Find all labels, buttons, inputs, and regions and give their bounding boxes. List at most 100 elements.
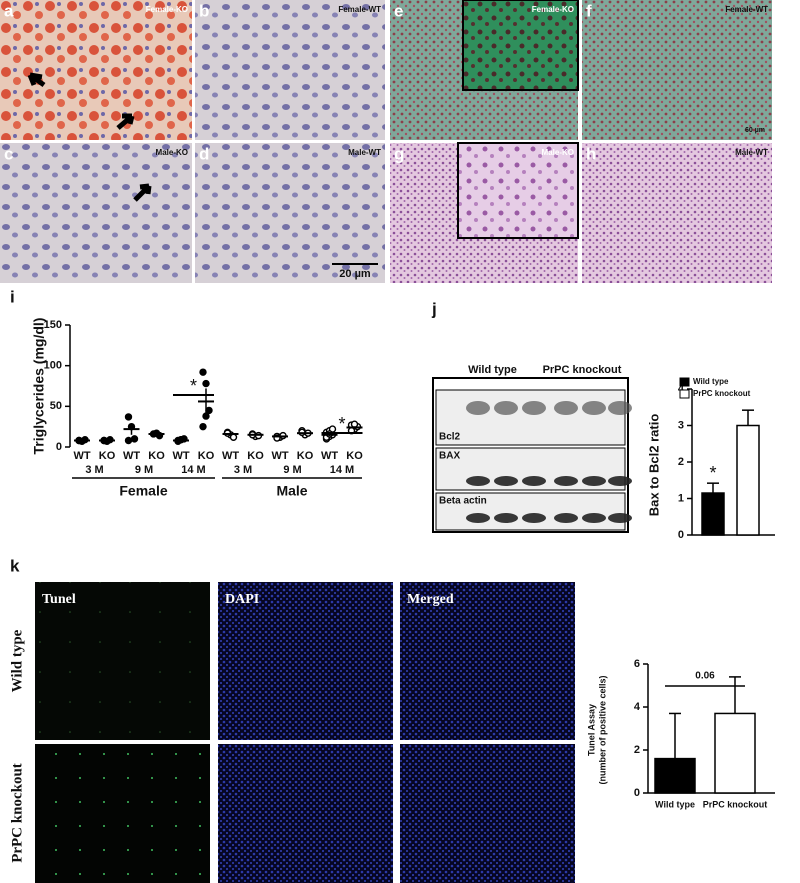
y-axis-label: Bax to Bcl2 ratio — [646, 414, 661, 517]
image-c — [0, 143, 192, 283]
panel-label: h — [586, 144, 596, 163]
point — [229, 433, 238, 441]
y-tick-label: 0 — [634, 787, 640, 799]
y-tick-label: 4 — [678, 383, 685, 395]
legend-swatch — [679, 377, 690, 387]
y-tick-label: 150 — [44, 319, 62, 331]
band — [554, 513, 578, 523]
y-axis-label: Tunel Assay — [586, 704, 596, 756]
y-tick-label: 1 — [678, 492, 684, 504]
image-a — [0, 0, 192, 140]
band — [466, 476, 490, 486]
band — [554, 476, 578, 486]
panel-label: d — [199, 144, 209, 163]
point — [130, 435, 139, 443]
band — [554, 401, 578, 415]
blot-row — [435, 389, 626, 446]
band — [522, 401, 546, 415]
blot-row-label: Beta actin — [439, 496, 487, 507]
band — [608, 513, 632, 523]
blot-row-label: BAX — [439, 451, 460, 462]
legend-swatch — [679, 389, 690, 399]
point — [199, 422, 207, 431]
arrows — [27, 72, 152, 202]
panel-label: c — [4, 144, 13, 163]
panel-label: b — [199, 1, 209, 20]
x-tick-label: WT — [172, 450, 189, 462]
row-label: Wild type — [9, 629, 25, 692]
image-h — [582, 143, 772, 283]
blot-group: PrPC knockout — [543, 364, 622, 376]
column-label: Tunel — [42, 592, 76, 607]
x-tick-label: KO — [148, 450, 165, 462]
band — [608, 476, 632, 486]
x-tick-label: WT — [222, 450, 239, 462]
blot-group: Wild type — [468, 364, 517, 376]
image-label: Female-KO — [146, 5, 188, 14]
age-label: 9 M — [135, 464, 153, 476]
y-axis-label: Triglycerides (mg/dl) — [31, 318, 47, 455]
band — [466, 513, 490, 523]
x-tick-label: WT — [123, 450, 140, 462]
band — [494, 476, 518, 486]
inset-g — [457, 142, 579, 239]
panel-label: j — [431, 299, 437, 318]
band — [582, 513, 606, 523]
panel-label: e — [394, 1, 403, 20]
annotation: * — [709, 463, 716, 483]
image-label: Male-KO — [156, 148, 188, 157]
image-dapi-wt — [218, 582, 393, 740]
y-tick-label: 6 — [634, 658, 640, 670]
age-label: 3 M — [234, 464, 252, 476]
bar — [701, 492, 725, 536]
point — [124, 413, 133, 421]
x-tick-label: KO — [247, 450, 264, 462]
y-tick-label: 2 — [678, 456, 684, 468]
annotation: * — [338, 414, 345, 434]
panel-label: g — [394, 144, 404, 163]
image-label: Male-WT — [348, 148, 381, 157]
panel-label: f — [586, 1, 592, 20]
panel-label: k — [10, 556, 20, 575]
age-label: 3 M — [85, 464, 103, 476]
y-tick-label: 0 — [56, 441, 62, 453]
x-tick-label: KO — [346, 450, 363, 462]
y-tick-label: 50 — [50, 400, 62, 412]
scale-label: 60 µm — [745, 127, 765, 134]
annotation: * — [190, 376, 197, 396]
y-tick-label: 2 — [634, 744, 640, 756]
image-merged-wt — [400, 582, 575, 740]
band — [494, 401, 518, 415]
image-label: Female-KO — [532, 5, 574, 14]
band — [582, 476, 606, 486]
band — [466, 401, 490, 415]
age-label: 14 M — [181, 464, 205, 476]
x-tick-label: WT — [271, 450, 288, 462]
point — [202, 379, 210, 388]
y-tick-label: 100 — [44, 360, 62, 372]
bar — [714, 712, 756, 794]
image-label: Female-WT — [725, 5, 768, 14]
age-label: 9 M — [283, 464, 301, 476]
y-axis-label: (number of positive cells) — [597, 675, 607, 784]
x-tick-label: KO — [198, 450, 215, 462]
band — [608, 401, 632, 415]
group-label: Male — [276, 483, 307, 499]
band — [522, 476, 546, 486]
inset-e — [462, 0, 579, 91]
x-tick-label: KO — [297, 450, 314, 462]
scale-label: 20 µm — [339, 268, 371, 280]
histology — [0, 0, 772, 283]
y-tick-label: 3 — [678, 419, 684, 431]
image-d — [195, 143, 385, 283]
group-label: Female — [119, 483, 167, 499]
bar — [736, 424, 760, 536]
legend-label: Wild type — [693, 377, 729, 386]
x-tick-label: WT — [321, 450, 338, 462]
image-b — [195, 0, 385, 140]
band — [494, 513, 518, 523]
bar — [654, 757, 696, 794]
age-label: 14 M — [330, 464, 354, 476]
point — [124, 436, 133, 445]
